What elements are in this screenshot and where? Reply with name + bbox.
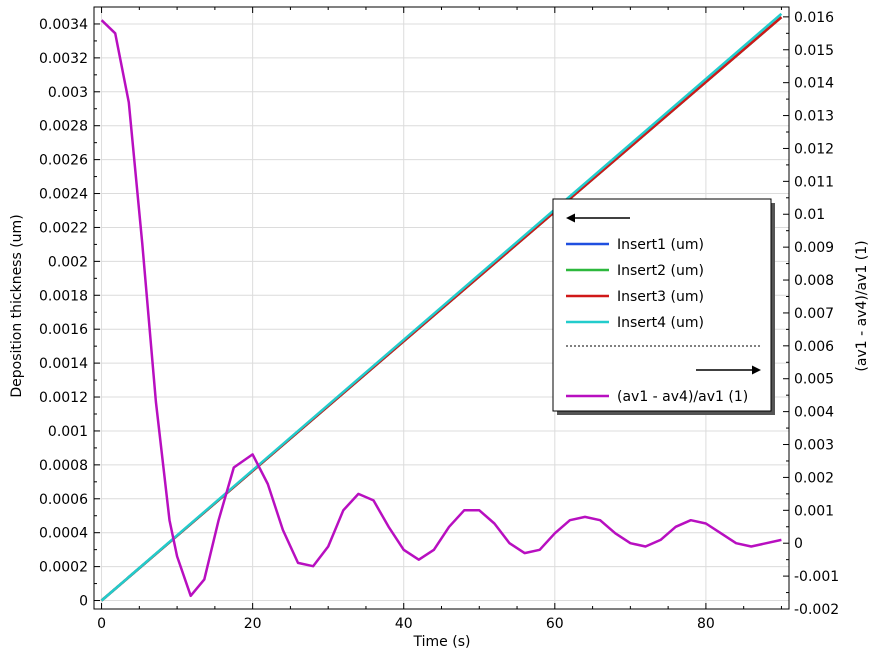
legend: Insert1 (um) Insert2 (um) Insert3 (um) Inse…: [552, 198, 775, 415]
legend-label: Insert1 (um): [617, 237, 704, 253]
y-tick-label: 0.0008: [39, 458, 88, 474]
y-tick-label: 0.0004: [39, 526, 88, 542]
y2-tick-label: 0.009: [794, 240, 834, 256]
y2-tick-label: 0.003: [794, 438, 834, 454]
x-tick-label: 40: [395, 616, 413, 632]
y-tick-label: 0.0012: [39, 390, 88, 406]
y2-tick-label: 0.015: [794, 43, 834, 59]
y-tick-label: 0.0028: [39, 119, 88, 135]
y-tick-label: 0.0016: [39, 322, 88, 338]
y2-tick-label: 0.01: [794, 207, 825, 223]
y-tick-label: 0.0026: [39, 153, 88, 169]
series-layer: [100, 12, 783, 602]
y2-tick-label: 0.004: [794, 405, 834, 421]
y-axis-right: -0.002 -0.001 0 0.001 0.002 0.003 0.004 0.005 0.…: [783, 10, 839, 618]
y-tick-label: 0.0032: [39, 51, 88, 67]
y-tick-label: 0.0024: [39, 187, 88, 203]
x-axis-title: Time (s): [413, 634, 471, 650]
y2-tick-label: 0.013: [794, 109, 834, 125]
y-tick-label: 0.003: [48, 85, 88, 101]
legend-label: (av1 - av4)/av1 (1): [617, 389, 748, 405]
y-tick-label: 0.0034: [39, 17, 88, 33]
y2-tick-label: 0: [794, 536, 803, 552]
series-line-insert4-um: [100, 12, 783, 602]
y2-tick-label: 0.006: [794, 339, 834, 355]
y2-tick-label: -0.002: [794, 602, 839, 618]
y2-tick-label: 0.012: [794, 141, 834, 157]
x-tick-label: 80: [697, 616, 715, 632]
y2-tick-label: 0.007: [794, 306, 834, 322]
y-tick-label: 0: [79, 594, 88, 610]
series-line-av1-av4-av1-1: [100, 19, 782, 598]
x-axis: 0 20 40 60 80: [97, 7, 782, 632]
y2-tick-label: 0.005: [794, 372, 834, 388]
x-tick-label: 60: [546, 616, 564, 632]
y2-axis-title: (av1 - av4)/av1 (1): [854, 240, 870, 371]
y-axis-title: Deposition thickness (um): [9, 214, 25, 397]
y2-tick-label: 0.014: [794, 76, 834, 92]
y-tick-label: 0.0002: [39, 560, 88, 576]
legend-right-arrow-head: [752, 365, 761, 375]
y-axis-left: 0 0.0002 0.0004 0.0006 0.0008 0.001 0.0012 0.00…: [39, 6, 100, 610]
y-tick-label: 0.0018: [39, 288, 88, 304]
legend-left-arrow-head: [566, 213, 575, 223]
y2-tick-label: 0.002: [794, 470, 834, 486]
y-tick-label: 0.002: [48, 254, 88, 270]
y2-tick-label: -0.001: [794, 569, 839, 585]
y-tick-label: 0.0014: [39, 356, 88, 372]
x-tick-label: 20: [244, 616, 262, 632]
legend-label: Insert2 (um): [617, 263, 704, 279]
y2-tick-label: 0.016: [794, 10, 834, 26]
legend-label: Insert4 (um): [617, 315, 704, 331]
y2-tick-label: 0.001: [794, 503, 834, 519]
y2-tick-label: 0.008: [794, 273, 834, 289]
y2-tick-label: 0.011: [794, 174, 834, 190]
x-tick-label: 0: [97, 616, 106, 632]
y-tick-label: 0.0022: [39, 220, 88, 236]
legend-box: [552, 198, 772, 412]
legend-label: Insert3 (um): [617, 289, 704, 305]
y-tick-label: 0.0006: [39, 492, 88, 508]
y-tick-label: 0.001: [48, 424, 88, 440]
